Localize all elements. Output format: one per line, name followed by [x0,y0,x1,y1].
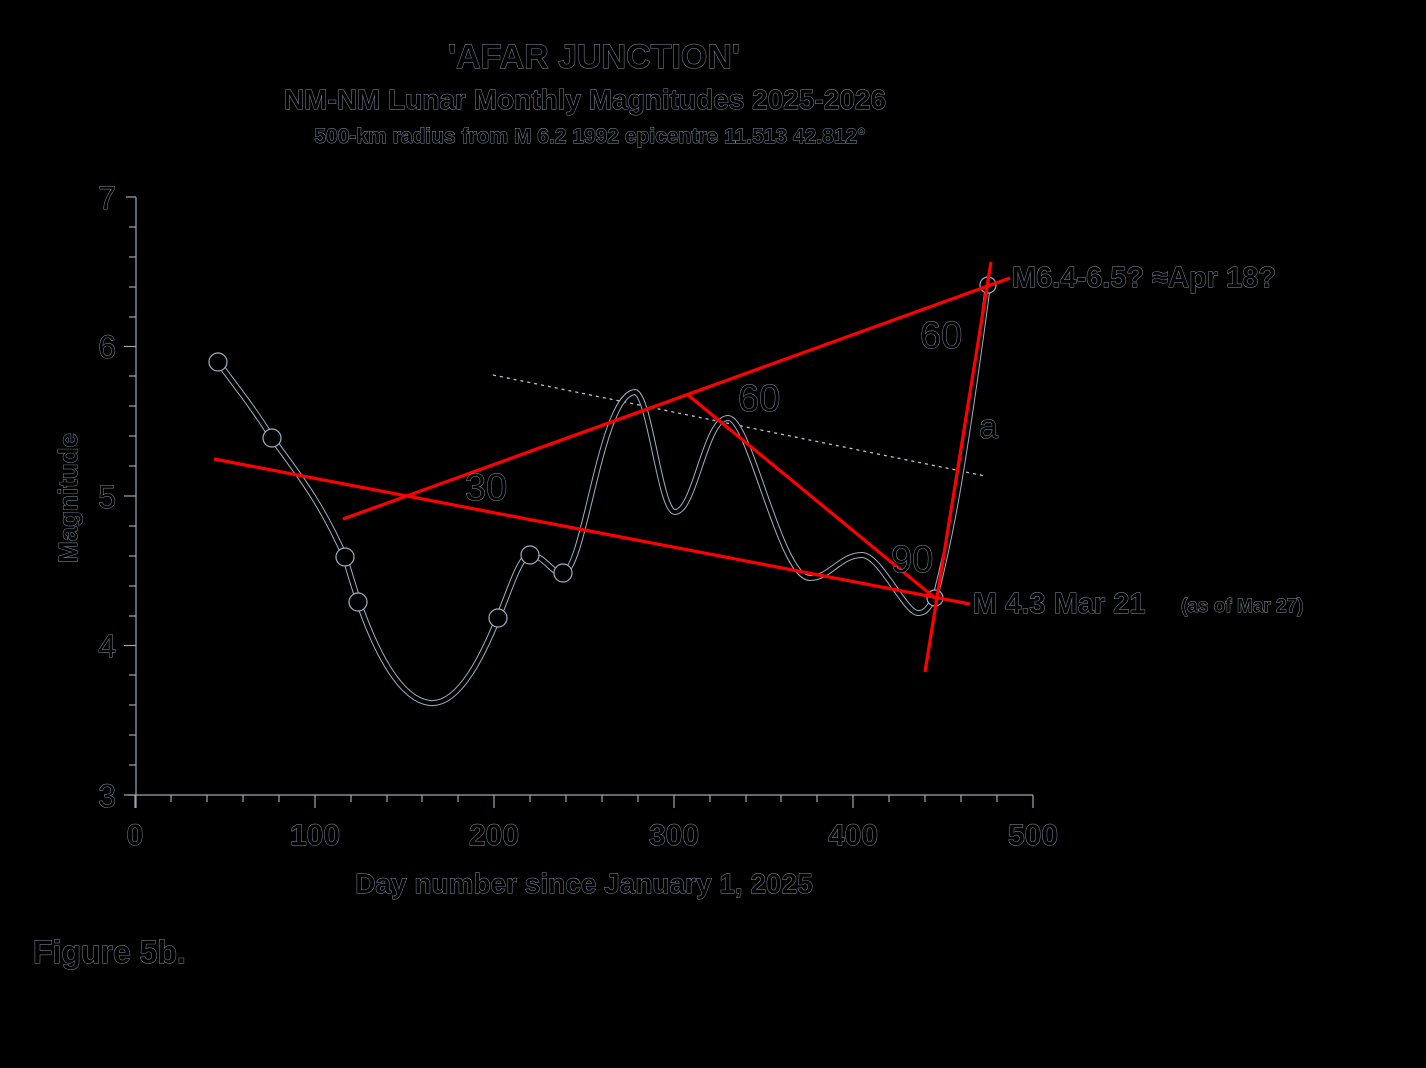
steep-trend-line [923,261,993,673]
data-point [208,352,228,372]
lower-trend-line [213,457,971,606]
chart-title: 'AFAR JUNCTION' [448,38,740,76]
chart-subtitle: NM-NM Lunar Monthly Magnitudes 2025-2026 [284,84,886,115]
x-tick-200: 200 [469,819,519,852]
x-axis: 0 100 200 300 400 500 Day number since J… [126,794,1058,899]
angle-30-label: 30 [465,467,507,509]
label-a: a [979,408,998,446]
angle-60-mid-label: 60 [738,378,780,420]
data-point [335,547,355,567]
y-tick-4: 4 [98,628,116,664]
latest-event-annotation: M 4.3 Mar 21 [973,588,1145,620]
y-tick-3: 3 [98,778,116,814]
data-point [520,545,540,565]
x-axis-label: Day number since January 1, 2025 [355,868,813,899]
x-tick-500: 500 [1008,819,1058,852]
x-tick-0: 0 [127,819,144,852]
x-tick-400: 400 [828,819,878,852]
latest-event-note: (as of Mar 27) [1181,596,1303,617]
descending-trend-line [686,393,937,600]
red-trend-lines [213,261,1011,673]
figure-label: Figure 5b. [33,934,186,970]
y-axis: 7 6 5 4 3 Magnitude [53,180,137,814]
y-tick-6: 6 [98,329,116,365]
angle-60-top-label: 60 [920,315,962,357]
chart-subsubtitle: 500-km radius from M 6.2 1992 epicentre … [314,125,865,148]
magnitude-curve [215,282,991,707]
y-tick-5: 5 [98,479,116,515]
x-tick-100: 100 [290,819,340,852]
x-tick-300: 300 [649,819,699,852]
y-tick-7: 7 [98,180,116,216]
data-point [262,428,282,448]
data-point [488,608,508,628]
forecast-annotation: M6.4-6.5? ≈Apr 18? [1012,262,1276,294]
data-point [553,563,573,583]
upper-trend-line [342,276,1011,521]
data-point [348,592,368,612]
angle-90-label: 90 [891,539,933,581]
y-axis-label: Magnitude [53,433,83,563]
